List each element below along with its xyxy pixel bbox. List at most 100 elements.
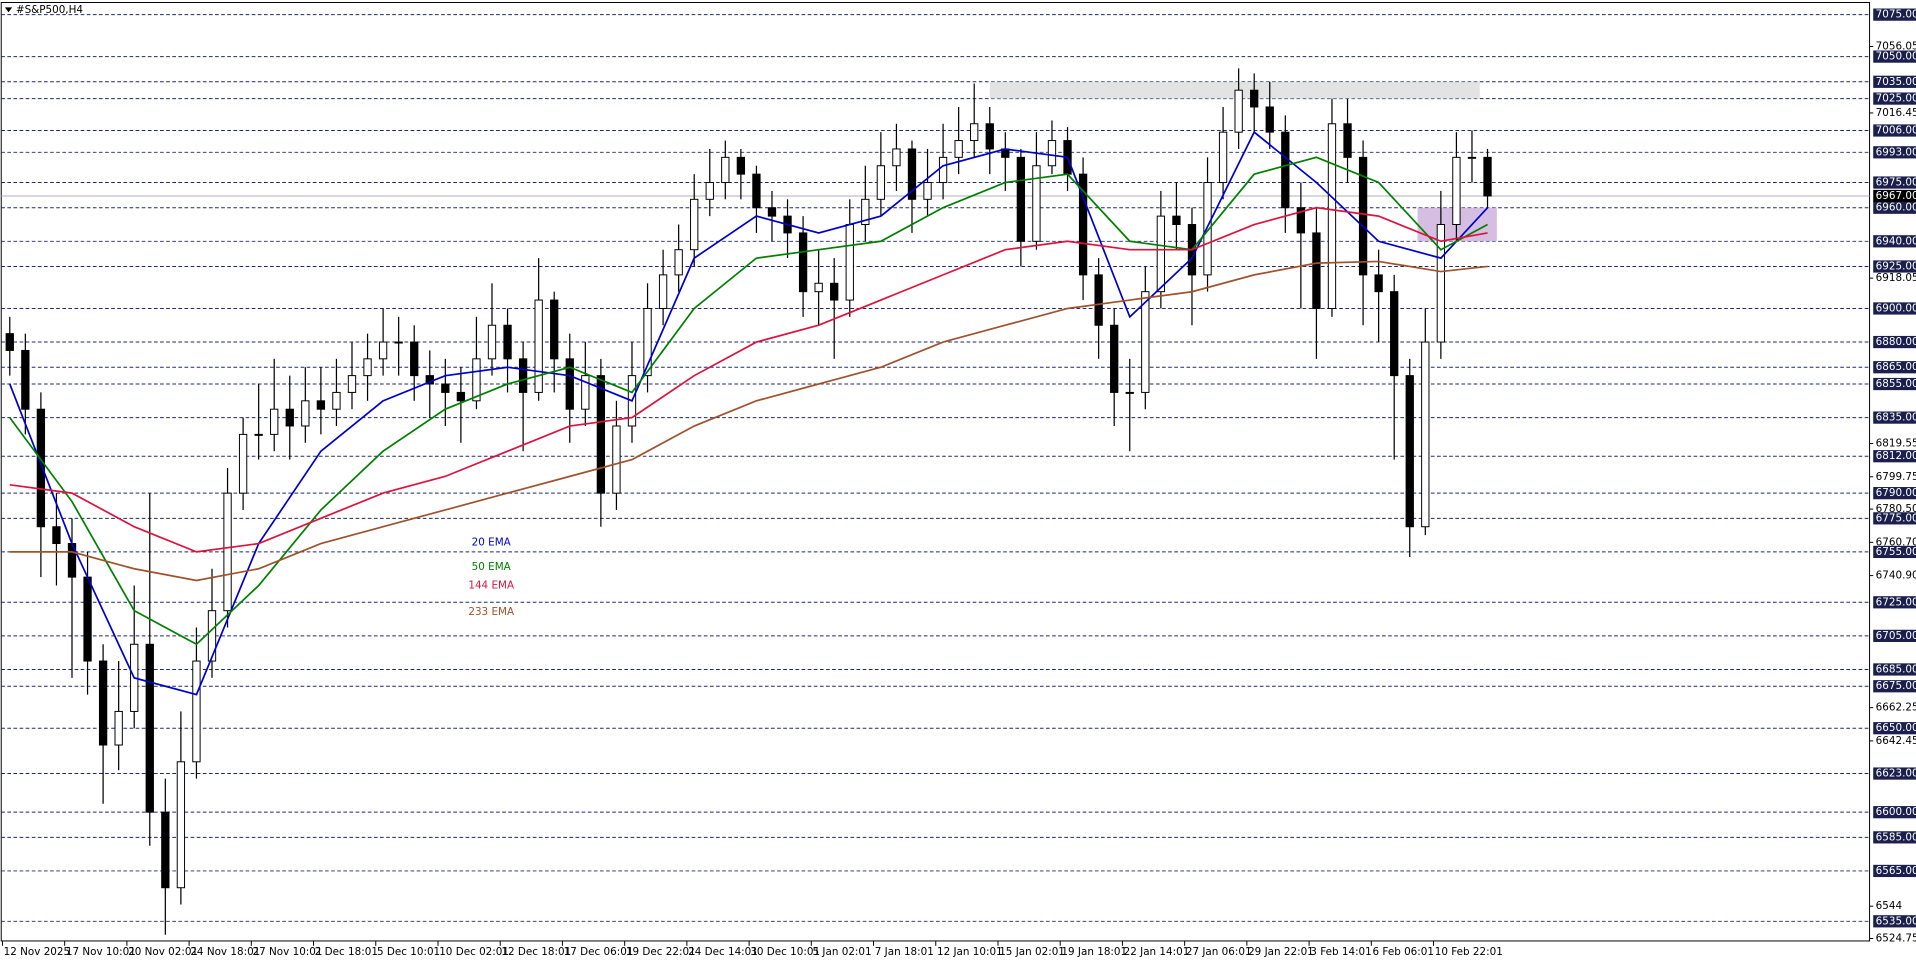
- y-tick-label: 6780.50: [1876, 503, 1916, 515]
- x-tick-label: 20 Nov 02:01: [128, 946, 198, 958]
- candle-body: [161, 811, 170, 889]
- candle-body: [674, 249, 683, 276]
- candle-body: [985, 123, 994, 150]
- candle-body: [658, 274, 668, 309]
- x-tick-label: 3 Feb 14:01: [1310, 946, 1371, 958]
- y-tick-label: 6642.45: [1876, 735, 1916, 747]
- legend-label: 20 EMA: [472, 537, 512, 549]
- candle-body: [254, 433, 263, 436]
- candle-body: [830, 282, 839, 301]
- level-label: 6623.00: [1876, 768, 1916, 780]
- candle-body: [767, 207, 777, 217]
- x-tick-label: 17 Dec 06:01: [564, 946, 634, 958]
- candle-body: [907, 148, 917, 200]
- level-label: 6650.00: [1876, 722, 1916, 734]
- candle-body: [1016, 156, 1026, 242]
- level-label: 6775.00: [1876, 512, 1916, 524]
- candle-body: [1467, 156, 1477, 159]
- level-label: 6960.00: [1876, 202, 1916, 214]
- y-tick-label: 6799.75: [1876, 471, 1916, 483]
- candle-body: [21, 349, 30, 410]
- candle-body: [1421, 341, 1430, 528]
- chart-title: #S&P500,H4: [16, 4, 84, 16]
- candle-body: [550, 299, 559, 360]
- candle-body: [1094, 274, 1103, 326]
- x-tick-label: 30 Dec 10:01: [750, 946, 820, 958]
- candle-body: [690, 198, 699, 251]
- candle-body: [503, 324, 512, 360]
- plot-area: [0, 2, 1871, 942]
- level-label: 7075.00: [1876, 9, 1916, 21]
- x-tick-label: 12 Jan 10:01: [937, 946, 1003, 958]
- candle-body: [1078, 173, 1088, 276]
- candle-body: [1312, 232, 1321, 309]
- level-label-bg: [1873, 8, 1916, 21]
- level-label: 6535.00: [1876, 915, 1916, 927]
- candle-body: [876, 165, 886, 200]
- level-label-bg: [1873, 831, 1916, 844]
- menu-icon[interactable]: [4, 7, 13, 13]
- level-label-bg: [1873, 915, 1916, 928]
- candle-body: [752, 173, 761, 209]
- candle-body: [207, 610, 217, 662]
- y-tick-label: 6819.55: [1876, 438, 1916, 450]
- candle-body: [1405, 375, 1414, 528]
- candle-body: [1483, 156, 1492, 197]
- level-label-bg: [1873, 487, 1916, 500]
- candle-body: [332, 391, 341, 410]
- candle-body: [410, 341, 419, 377]
- candle-body: [1452, 156, 1461, 226]
- x-tick-label: 6 Feb 06:01: [1373, 946, 1434, 958]
- candle-body: [5, 333, 14, 351]
- legend-label: 144 EMA: [468, 579, 515, 591]
- x-tick-label: 5 Dec 10:01: [377, 946, 440, 958]
- level-label-bg: [1873, 411, 1916, 424]
- x-tick-label: 5 Jan 02:01: [813, 946, 872, 958]
- x-tick-label: 12 Dec 18:01: [501, 946, 571, 958]
- candle-body: [114, 710, 123, 746]
- candle-body: [1436, 224, 1446, 343]
- candle-body: [83, 576, 92, 662]
- candle-body: [472, 358, 481, 402]
- candle-body: [798, 232, 808, 293]
- y-tick-label: 6544: [1876, 900, 1903, 912]
- x-tick-label: 10 Feb 22:01: [1435, 946, 1503, 958]
- level-label: 6685.00: [1876, 663, 1916, 675]
- x-tick-label: 10 Dec 02:01: [439, 946, 509, 958]
- candle-body: [145, 643, 154, 813]
- legend-label: 233 EMA: [468, 606, 515, 618]
- level-label: 6585.00: [1876, 831, 1916, 843]
- candle-body: [814, 282, 823, 293]
- x-tick-label: 27 Jan 06:01: [1186, 946, 1252, 958]
- candle-body: [892, 148, 901, 167]
- level-label-bg: [1873, 512, 1916, 525]
- level-label-bg: [1873, 176, 1916, 189]
- x-tick-label: 15 Jan 02:01: [999, 946, 1065, 958]
- ema-line: [9, 260, 1488, 582]
- candle-body: [1172, 215, 1181, 226]
- x-tick-label: 27 Nov 10:01: [253, 946, 323, 958]
- level-label-bg: [1873, 75, 1916, 88]
- candle-body: [394, 341, 403, 344]
- candle-body: [643, 307, 652, 377]
- level-label-bg: [1873, 629, 1916, 642]
- level-label: 6865.00: [1876, 361, 1916, 373]
- candle-body: [192, 660, 201, 763]
- level-label: 6993.00: [1876, 146, 1916, 158]
- candle-body: [1203, 182, 1212, 276]
- candle-body: [176, 761, 186, 889]
- candle-body: [938, 156, 948, 184]
- candle-body: [98, 660, 108, 746]
- y-tick-label: 7056.05: [1876, 40, 1916, 52]
- level-label-bg: [1873, 146, 1916, 159]
- candle-body: [378, 341, 388, 360]
- candle-body: [316, 400, 326, 410]
- level-label-bg: [1873, 201, 1916, 214]
- candle-body: [1218, 131, 1228, 184]
- candle-body: [1234, 89, 1243, 133]
- level-label: 6975.00: [1876, 177, 1916, 189]
- candle-body: [861, 198, 870, 226]
- level-label-bg: [1873, 92, 1916, 105]
- y-tick-label: 6524.75: [1876, 933, 1916, 945]
- y-tick-label: 6760.70: [1876, 536, 1916, 548]
